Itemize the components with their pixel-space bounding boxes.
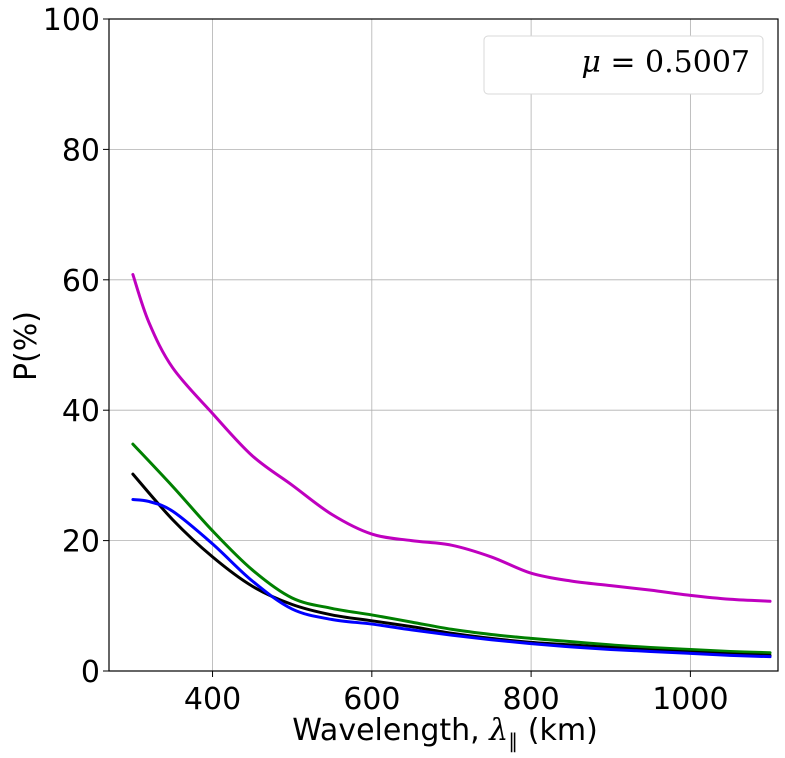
x-tick-label: 400: [184, 682, 241, 717]
x-tick-label: 800: [502, 682, 559, 717]
y-axis-label: P(%): [9, 311, 44, 381]
y-tick-label: 40: [62, 394, 100, 429]
tick-labels: 400 600 800 1000 0 20 40 60 80 100: [43, 3, 729, 717]
series-line-2: [131, 442, 772, 655]
x-tick-label: 600: [343, 682, 400, 717]
y-tick-label: 80: [62, 133, 100, 168]
y-tick-label: 100: [43, 3, 100, 38]
series-line-1: [131, 273, 772, 603]
series-line-4: [131, 498, 772, 659]
y-tick-label: 20: [62, 525, 100, 560]
plot-frame: [108, 18, 779, 672]
legend: μ = 0.5007: [483, 35, 764, 95]
x-axis-label: Wavelength, λ∥ (km): [292, 713, 598, 753]
ticks: [103, 18, 691, 677]
legend-entry: μ = 0.5007: [581, 45, 750, 80]
y-tick-label: 0: [81, 655, 100, 690]
x-tick-label: 1000: [652, 682, 728, 717]
plot-background: [109, 19, 778, 671]
series-layer: [131, 273, 772, 659]
legend-box: [483, 35, 764, 95]
y-tick-label: 60: [62, 264, 100, 299]
